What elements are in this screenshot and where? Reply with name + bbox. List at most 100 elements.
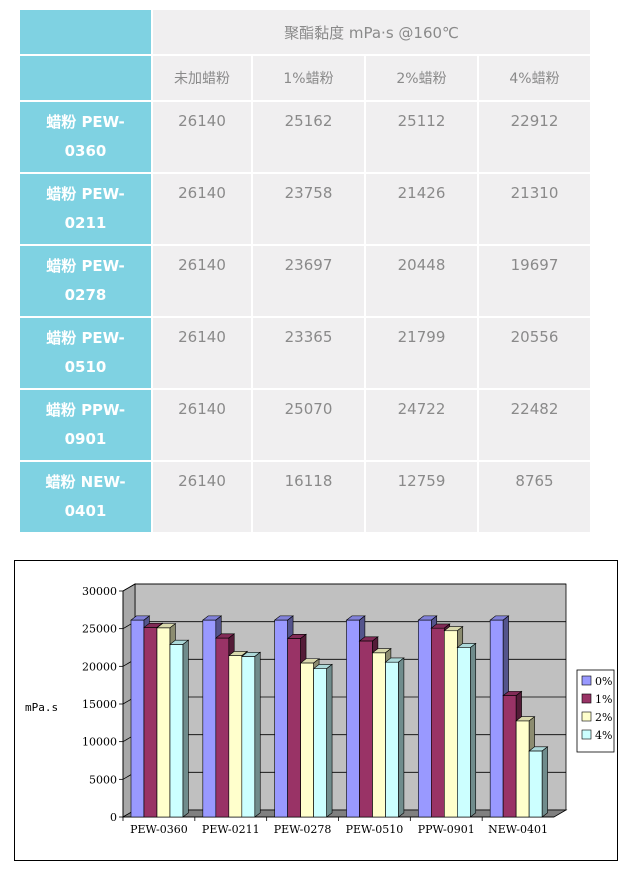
table-cell: 21310 <box>477 172 592 246</box>
row-label-line2: 0211 <box>64 214 107 232</box>
bar-side <box>541 746 548 818</box>
header-corner-cell <box>18 54 153 102</box>
y-tick-label: 30000 <box>82 585 117 598</box>
bar-side <box>470 642 477 818</box>
legend-label: 1% <box>595 693 612 706</box>
row-label: 蜡粉 PEW- 0211 <box>18 172 153 246</box>
row-label-line2: 0360 <box>64 142 107 160</box>
row-label: 蜡粉 PEW- 0360 <box>18 100 153 174</box>
bar-front <box>313 668 327 818</box>
gridline-side <box>122 583 136 592</box>
row-label: 蜡粉 PEW- 0278 <box>18 244 153 318</box>
bar-front <box>385 661 399 818</box>
table-row: 蜡粉 PEW- 0211 26140 23758 21426 21310 <box>18 172 592 246</box>
bar-front <box>515 720 530 818</box>
table-cell: 19697 <box>477 244 592 318</box>
x-tick-label: PEW-0510 <box>346 823 404 836</box>
legend-swatch <box>581 693 592 704</box>
table-cell: 26140 <box>151 316 253 390</box>
bar-front <box>346 619 360 818</box>
bar-front <box>372 652 386 818</box>
bar-front <box>215 637 230 818</box>
bar-front <box>156 627 171 818</box>
bar-front <box>228 655 243 818</box>
bar-front <box>143 627 158 818</box>
legend-label: 2% <box>595 711 612 724</box>
column-header: 4%蜡粉 <box>477 54 592 102</box>
bar-side <box>254 651 261 818</box>
table-cell: 25112 <box>364 100 479 174</box>
table-cell: 26140 <box>151 100 253 174</box>
bar-front <box>169 644 184 818</box>
table-cell: 26140 <box>151 388 253 462</box>
y-tick-label: 15000 <box>82 698 117 711</box>
x-tick-label: PEW-0211 <box>202 823 260 836</box>
table-cell: 23758 <box>251 172 366 246</box>
bar-front <box>502 695 517 818</box>
bar-front <box>528 750 543 818</box>
table-cell: 24722 <box>364 388 479 462</box>
row-label-line1: 蜡粉 NEW- <box>45 473 126 491</box>
column-header: 1%蜡粉 <box>251 54 366 102</box>
legend-label: 4% <box>595 729 612 742</box>
bar-front <box>418 619 432 818</box>
table-row: 蜡粉 PEW- 0510 26140 23365 21799 20556 <box>18 316 592 390</box>
legend-swatch <box>581 711 592 722</box>
row-label-line2: 0401 <box>64 502 107 520</box>
row-label-line1: 蜡粉 PEW- <box>46 329 125 347</box>
y-tick-label: 25000 <box>82 623 117 636</box>
y-tick-label: 10000 <box>82 736 117 749</box>
row-label-line1: 蜡粉 PEW- <box>46 257 125 275</box>
row-label-line1: 蜡粉 PEW- <box>46 113 125 131</box>
bar-side <box>182 639 189 818</box>
table-cell: 26140 <box>151 244 253 318</box>
row-label-line2: 0510 <box>64 358 107 376</box>
table-cell: 21426 <box>364 172 479 246</box>
corner-cell <box>18 8 153 56</box>
table-cell: 25162 <box>251 100 366 174</box>
legend-label: 0% <box>595 675 612 688</box>
legend-swatch <box>581 675 592 686</box>
legend-swatch <box>581 729 592 740</box>
bar-front <box>202 619 217 818</box>
table-cell: 26140 <box>151 172 253 246</box>
table-row: 蜡粉 PEW- 0360 26140 25162 25112 22912 <box>18 100 592 174</box>
row-label-line2: 0278 <box>64 286 107 304</box>
table-title: 聚酯黏度 mPa·s @160℃ <box>151 8 592 56</box>
table-cell: 22912 <box>477 100 592 174</box>
x-tick-label: PEW-0278 <box>274 823 332 836</box>
bar-front <box>431 627 445 818</box>
table-cell: 20556 <box>477 316 592 390</box>
bar-front <box>287 638 301 818</box>
bar-side <box>326 663 333 818</box>
table-row: 蜡粉 NEW- 0401 26140 16118 12759 8765 <box>18 460 592 534</box>
table-cell: 25070 <box>251 388 366 462</box>
bar-front <box>457 647 471 818</box>
y-axis-label: mPa.s <box>25 701 58 714</box>
bar-front <box>300 662 314 818</box>
table-cell: 20448 <box>364 244 479 318</box>
row-label-line2: 0901 <box>64 430 107 448</box>
table-cell: 23365 <box>251 316 366 390</box>
row-label-line1: 蜡粉 PPW- <box>45 401 126 419</box>
y-tick-label: 20000 <box>82 660 117 673</box>
bar-front <box>241 656 256 818</box>
table-cell: 12759 <box>364 460 479 534</box>
viscosity-table: 聚酯黏度 mPa·s @160℃ 未加蜡粉 1%蜡粉 2%蜡粉 4%蜡粉 蜡粉 … <box>18 8 592 534</box>
bar-side <box>398 657 405 818</box>
bar-front <box>130 619 145 818</box>
bar-front <box>444 630 458 818</box>
table-cell: 23697 <box>251 244 366 318</box>
table-cell: 16118 <box>251 460 366 534</box>
row-label: 蜡粉 PEW- 0510 <box>18 316 153 390</box>
chart-svg: 0 5000 10000 15000 20000 25000 30000 mPa.s PEW-0… <box>25 583 615 836</box>
row-label-line1: 蜡粉 PEW- <box>46 185 125 203</box>
table-cell: 26140 <box>151 460 253 534</box>
table-row: 蜡粉 PPW- 0901 26140 25070 24722 22482 <box>18 388 592 462</box>
bar-front <box>489 619 504 818</box>
y-tick-label: 0 <box>110 811 117 824</box>
table-cell: 8765 <box>477 460 592 534</box>
bar-front <box>274 619 288 818</box>
x-tick-label: PPW-0901 <box>418 823 475 836</box>
table-row: 蜡粉 PEW- 0278 26140 23697 20448 19697 <box>18 244 592 318</box>
